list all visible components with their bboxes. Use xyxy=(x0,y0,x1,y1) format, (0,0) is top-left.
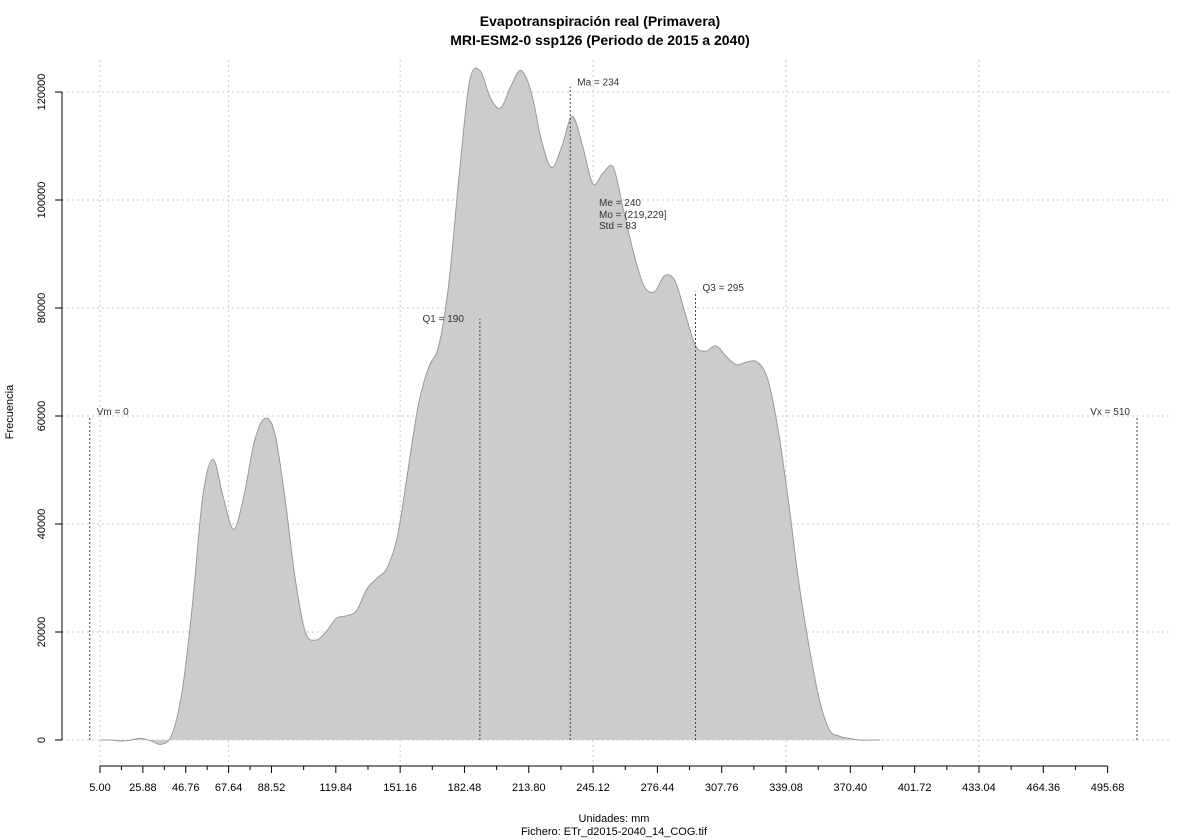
x-axis-label: Unidades: mm xyxy=(579,813,650,825)
chart-subtitle: MRI-ESM2-0 ssp126 (Periodo de 2015 a 204… xyxy=(450,32,750,48)
y-tick-label: 20000 xyxy=(36,617,48,648)
stat-std: Std = 83 xyxy=(599,221,637,232)
x-tick-label: 119.84 xyxy=(319,782,352,794)
density-area xyxy=(99,67,881,746)
x-tick-label: 401.72 xyxy=(898,782,932,794)
marker-label-q1: Q1 = 190 xyxy=(422,314,464,325)
x-tick-label: 5.00 xyxy=(89,782,110,794)
x-tick-label: 46.76 xyxy=(172,782,200,794)
y-axis-label: Frecuencia xyxy=(4,384,16,439)
marker-label-vx: Vx = 510 xyxy=(1090,407,1130,418)
marker-label-ma: Ma = 234 xyxy=(577,78,619,89)
density-line xyxy=(99,67,881,746)
file-caption: Fichero: ETr_d2015-2040_14_COG.tif xyxy=(521,826,708,838)
x-tick-label: 495.68 xyxy=(1091,782,1125,794)
stat-median: Me = 240 xyxy=(599,198,641,209)
x-tick-label: 151.16 xyxy=(383,782,417,794)
y-tick-label: 0 xyxy=(36,737,48,743)
x-tick-label: 370.40 xyxy=(834,782,868,794)
marker-lines: Vm = 0 Q1 = 190 Ma = 234 Q3 = 295 Vx = 510 xyxy=(89,78,1138,740)
y-tick-label: 40000 xyxy=(36,509,48,540)
marker-label-q3: Q3 = 295 xyxy=(703,283,745,294)
y-tick-label: 80000 xyxy=(36,293,48,324)
x-tick-label: 213.80 xyxy=(512,782,546,794)
x-tick-label: 433.04 xyxy=(962,782,996,794)
chart-title: Evapotranspiración real (Primavera) xyxy=(480,13,720,29)
x-tick-label: 182.48 xyxy=(448,782,482,794)
x-tick-label: 67.64 xyxy=(215,782,243,794)
stat-mode: Mo = (219,229] xyxy=(599,210,667,221)
marker-label-vm: Vm = 0 xyxy=(97,407,129,418)
axes: 5.00 25.88 46.76 67.64 88.52 119.84 151.16 182.… xyxy=(36,74,1124,794)
density-fill xyxy=(100,68,881,745)
x-tick-label: 88.52 xyxy=(258,782,286,794)
y-tick-label: 100000 xyxy=(36,182,48,219)
x-tick-label: 307.76 xyxy=(705,782,739,794)
x-tick-label: 245.12 xyxy=(576,782,610,794)
x-tick-label: 464.36 xyxy=(1026,782,1060,794)
y-tick-label: 120000 xyxy=(36,74,48,111)
x-tick-label: 276.44 xyxy=(641,782,675,794)
x-tick-label: 25.88 xyxy=(129,782,157,794)
y-tick-label: 60000 xyxy=(36,401,48,432)
x-tick-label: 339.08 xyxy=(769,782,803,794)
